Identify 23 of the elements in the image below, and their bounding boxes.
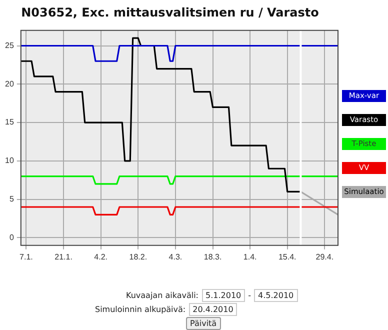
text-field: 20.4.2010 [188, 303, 238, 316]
x-tick-label: 1.4. [243, 252, 257, 262]
text: - [248, 291, 252, 300]
x-tick-label: 7.1. [20, 252, 33, 262]
x-tick-label: 29.4. [316, 252, 334, 262]
y-tick-label: 0 [9, 232, 14, 242]
x-tick-label: 15.4. [278, 252, 296, 262]
x-tick-label: 18.2. [129, 252, 148, 262]
y-tick-label: 20 [4, 79, 14, 88]
x-tick-label: 21.1. [54, 252, 72, 262]
y-tick-label: 10 [4, 156, 14, 166]
y-tick-label: 15 [4, 118, 14, 127]
chart-title: N03652, Exc. mittausvalitsimen ru / Varasto [21, 5, 319, 20]
y-tick-label: 5 [9, 194, 14, 204]
text-field: 4.5.2010 [254, 289, 298, 302]
x-tick-label: 18.3. [204, 252, 222, 262]
button: Päivitä [186, 317, 221, 330]
text: Simuloinnin alkupäivä: [95, 305, 186, 314]
x-tick-label: 4.2. [94, 252, 108, 262]
y-tick-label: 25 [4, 40, 14, 50]
text: Kuvaajan aikaväli: [126, 291, 198, 300]
x-tick-label: 4.3. [168, 252, 182, 262]
text-field: 5.1.2010 [202, 289, 246, 302]
